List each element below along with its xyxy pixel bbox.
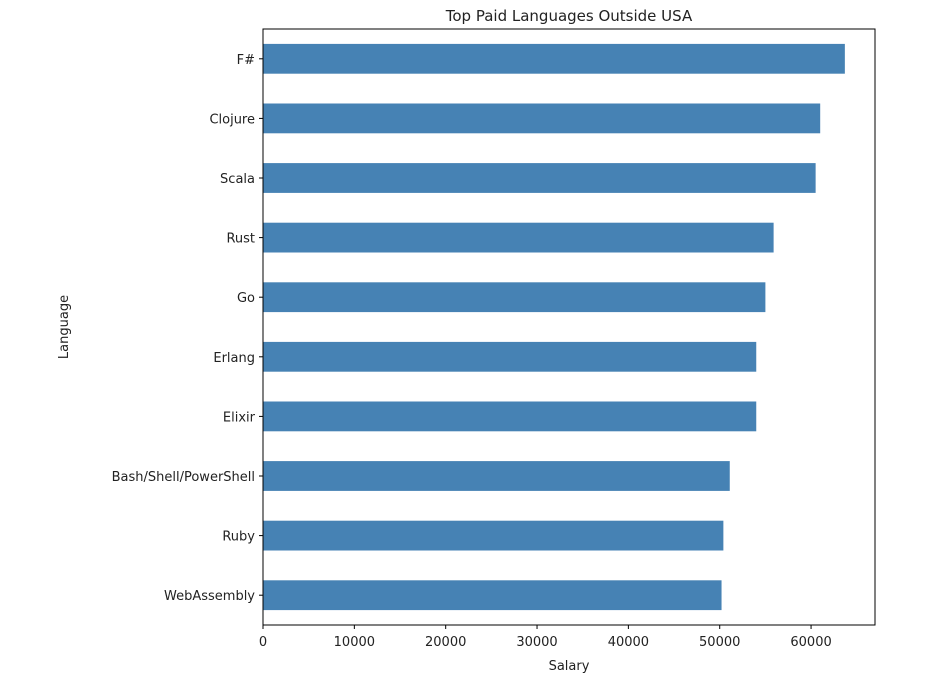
bar: [263, 103, 821, 134]
bar: [263, 461, 730, 491]
y-tick-label: Scala: [220, 172, 255, 187]
bar: [263, 401, 757, 432]
bar: [263, 43, 845, 74]
x-axis-label: Salary: [549, 659, 590, 674]
y-tick-label: Go: [237, 291, 255, 306]
y-tick-label: Ruby: [222, 530, 255, 545]
y-axis-ticks: F# Clojure Scala Rust Go Erlang Elixir Bash/She…: [112, 53, 263, 604]
y-tick-label: Clojure: [209, 112, 255, 127]
bar: [263, 341, 757, 372]
bar: [263, 163, 816, 193]
chart-title: Top Paid Languages Outside USA: [445, 7, 693, 25]
y-tick-label: Elixir: [223, 410, 256, 425]
y-tick-label: Bash/Shell/PowerShell: [112, 470, 255, 485]
x-tick-label: 10000: [334, 635, 375, 650]
y-tick-label: Erlang: [213, 351, 255, 366]
bar: [263, 580, 722, 611]
x-tick-label: 0: [259, 635, 267, 650]
y-axis-label: Language: [57, 295, 72, 359]
x-tick-label: 60000: [790, 635, 831, 650]
x-tick-label: 20000: [425, 635, 466, 650]
y-tick-label: F#: [237, 53, 255, 68]
x-tick-label: 40000: [608, 635, 649, 650]
bar: [263, 282, 766, 313]
bars-group: [263, 43, 845, 611]
y-tick-label: WebAssembly: [164, 589, 255, 604]
x-tick-label: 50000: [699, 635, 740, 650]
bar: [263, 222, 774, 253]
x-axis-ticks: 0 10000 20000 30000 40000 50000 60000: [259, 625, 832, 650]
bar: [263, 520, 724, 551]
plot-frame: [262, 28, 876, 626]
x-tick-label: 30000: [516, 635, 557, 650]
y-tick-label: Rust: [226, 232, 255, 247]
